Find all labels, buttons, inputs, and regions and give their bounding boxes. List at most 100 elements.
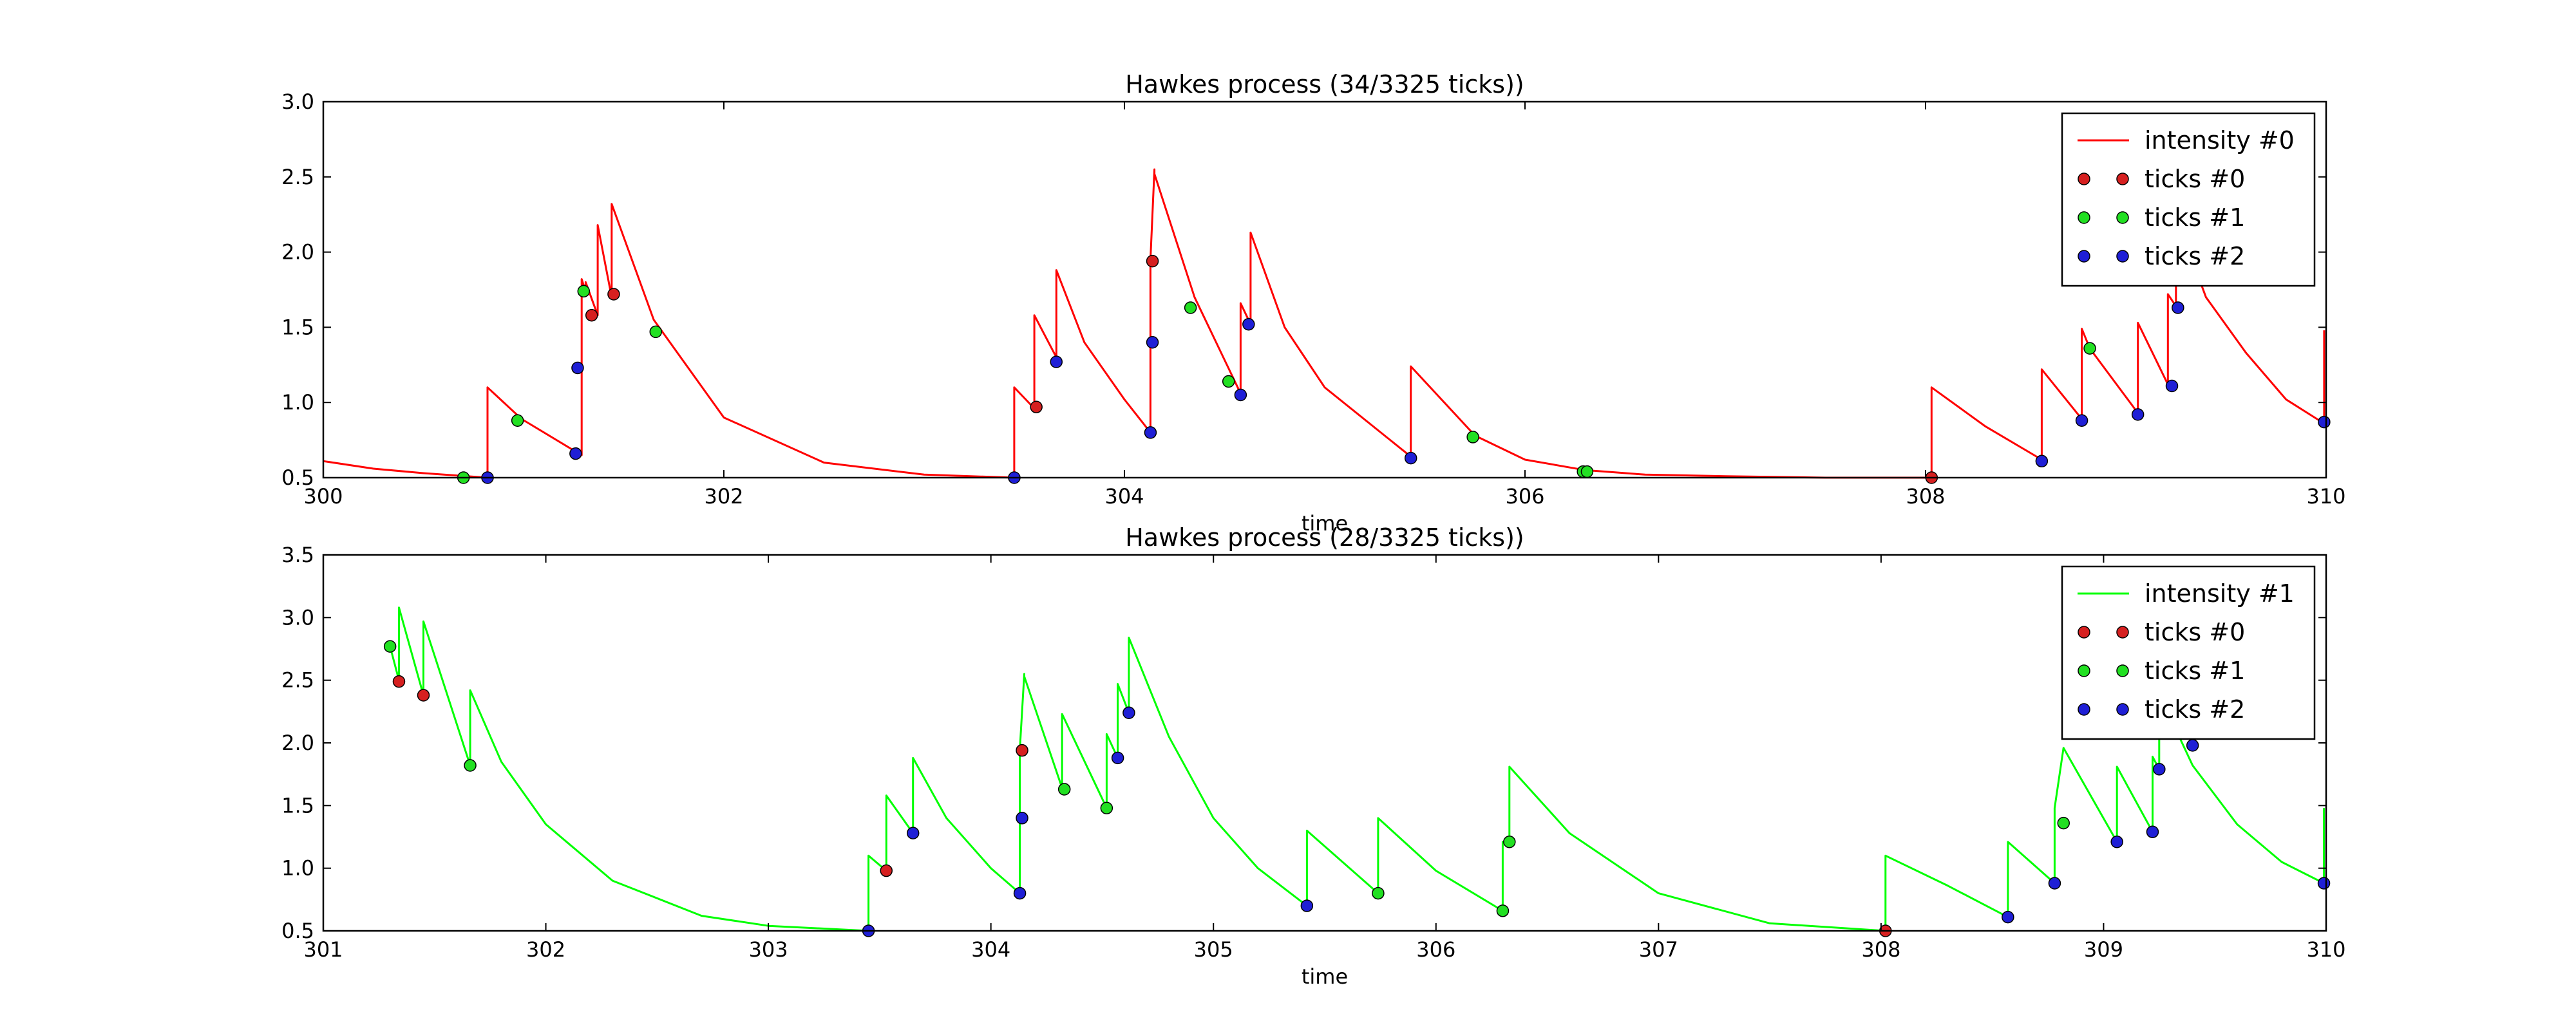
legend-marker-swatch-bottom [2116,664,2129,677]
tick-point-top [2165,379,2179,393]
y-tick-label-top: 0.5 [281,465,314,490]
tick-point-bottom [1057,783,1071,796]
legend-marker-swatch-bottom [2078,703,2090,716]
x-tick-label-bottom: 303 [749,937,788,962]
tick-point-bottom [1111,751,1124,765]
legend-marker-swatch-bottom [2116,626,2129,639]
y-tick-label-bottom: 2.5 [281,668,314,693]
tick-point-top [607,288,620,301]
x-tick-label-bottom: 306 [1416,937,1455,962]
tick-point-top [2035,454,2049,468]
x-tick-label-top: 306 [1505,484,1544,509]
legend-label-top: ticks #0 [2145,165,2245,193]
legend-marker-swatch-top [2078,250,2090,263]
legend-label-top: ticks #2 [2145,242,2245,270]
tick-point-bottom [2146,825,2159,838]
tick-point-top [649,325,663,339]
tick-point-top [1146,336,1159,349]
chart-panel-bottom: Hawkes process (28/3325 ticks)) time int… [281,523,2345,989]
tick-point-top [1242,317,1255,331]
tick-point-bottom [1372,886,1385,900]
tick-point-top [571,361,584,375]
legend-marker-swatch-bottom [2116,703,2129,716]
tick-point-top [511,414,524,427]
tick-point-top [585,308,598,322]
tick-point-top [2131,408,2145,421]
legend-marker-swatch-top [2116,173,2129,185]
legend-label-top: ticks #1 [2145,203,2245,232]
plot-area-bottom [383,606,2331,937]
tick-point-bottom [2002,910,2014,924]
legend-marker-swatch-bottom [2078,664,2090,677]
intensity-line-top [323,168,2325,479]
legend-label-top: intensity #0 [2145,126,2295,154]
x-tick-label-bottom: 302 [526,937,565,962]
x-tick-label-bottom: 305 [1194,937,1233,962]
tick-point-top [1404,451,1417,465]
legend-marker-swatch-top [2078,173,2090,185]
y-tick-label-bottom: 1.0 [281,856,314,881]
axes-frame-bottom [322,554,2327,932]
tick-point-bottom [906,827,920,839]
tick-point-bottom [2186,739,2199,752]
legend-label-bottom: ticks #2 [2145,695,2245,724]
legend-marker-swatch-bottom [2078,626,2090,639]
y-tick-label-bottom: 3.0 [281,605,314,630]
tick-point-top [1146,254,1159,268]
x-axis-label-bottom: time [1302,964,1348,989]
tick-point-top [569,447,582,460]
tick-point-top [1580,465,1594,478]
tick-point-top [1144,426,1157,439]
y-tick-label-bottom: 0.5 [281,919,314,943]
x-tick-label-bottom: 304 [971,937,1010,962]
tick-point-bottom [1016,812,1028,825]
y-tick-label-bottom: 1.5 [281,793,314,818]
tick-point-bottom [2153,763,2166,776]
y-tick-label-bottom: 3.5 [281,543,314,567]
tick-point-bottom [2048,877,2061,890]
x-tick-label-bottom: 301 [303,937,343,962]
x-tick-label-top: 300 [303,484,343,509]
tick-point-bottom [1100,801,1113,814]
tick-point-bottom [1496,904,1510,917]
y-tick-label-top: 2.0 [281,240,314,265]
x-tick-label-top: 302 [704,484,743,509]
tick-point-bottom [417,689,430,702]
tick-point-top [2318,415,2331,429]
chart-title-top: Hawkes process (34/3325 ticks)) [1125,70,1524,98]
y-tick-label-top: 2.5 [281,165,314,189]
legend-marker-swatch-top [2116,250,2129,263]
intensity-line-bottom [389,606,2325,932]
x-tick-label-top: 308 [1906,484,1945,509]
legend-marker-swatch-top [2078,211,2090,224]
tick-point-top [1466,431,1479,444]
tick-point-top [1050,355,1063,368]
tick-point-bottom [2317,877,2331,890]
tick-point-bottom [392,675,406,688]
tick-point-bottom [383,640,397,653]
tick-point-bottom [880,864,893,877]
y-tick-label-bottom: 2.0 [281,731,314,755]
tick-point-bottom [1300,899,1314,912]
legend-marker-swatch-top [2116,211,2129,224]
x-axis-label-top: time [1302,511,1348,536]
legend-bottom: intensity #1 ticks #0 ticks #1 ticks #2 [2061,565,2316,740]
tick-point-top [577,285,591,298]
tick-point-top [1030,400,1043,413]
axes-frame-top [322,100,2327,479]
tick-point-bottom [1016,744,1028,757]
tick-point-bottom [1122,706,1135,720]
x-tick-label-top: 310 [2306,484,2345,509]
tick-point-bottom [464,759,477,772]
x-tick-label-bottom: 307 [1639,937,1678,962]
tick-point-top [2075,414,2088,427]
y-tick-label-top: 1.0 [281,390,314,415]
legend-box-bottom [2061,565,2316,740]
legend-label-bottom: intensity #1 [2145,579,2295,608]
x-tick-label-bottom: 310 [2306,937,2345,962]
tick-point-top [1184,301,1197,314]
legend-label-bottom: ticks #0 [2145,618,2245,646]
tick-point-top [2083,342,2096,355]
y-tick-label-top: 1.5 [281,315,314,339]
